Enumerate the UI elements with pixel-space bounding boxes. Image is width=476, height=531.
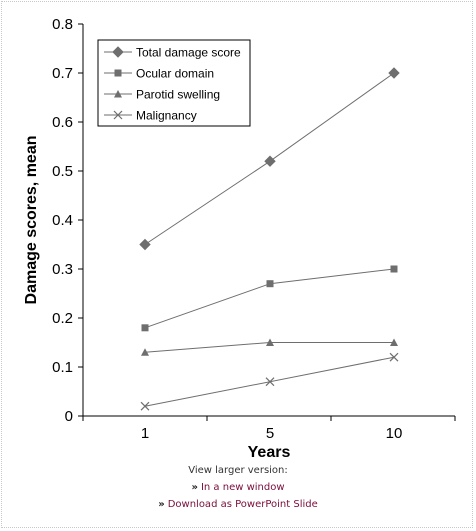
legend-marker (113, 110, 123, 120)
y-axis-label: Damage scores, mean (23, 136, 40, 305)
data-point (265, 377, 275, 387)
x-tick-label: 10 (386, 425, 403, 442)
y-tick-label: 0.2 (52, 310, 73, 327)
legend-label: Total damage score (136, 46, 241, 60)
legend-label: Ocular domain (136, 67, 214, 81)
y-tick-label: 0.3 (52, 261, 73, 278)
legend: Total damage score Ocular domain Parotid s… (97, 39, 251, 127)
series-line-1 (144, 268, 395, 329)
open-new-window-link[interactable]: In a new window (200, 482, 285, 493)
y-tick-labels: 0 0.1 0.2 0.3 0.4 0.5 0.6 0.7 0.8 (52, 16, 83, 425)
data-point (141, 324, 149, 332)
legend-marker (114, 69, 122, 77)
figure-links: View larger version: » In a new window » D… (0, 462, 476, 513)
data-point (140, 401, 150, 411)
data-point (388, 67, 400, 79)
data-point (390, 338, 398, 346)
x-tick-label: 1 (141, 425, 149, 442)
y-tick-label: 0.4 (52, 212, 73, 229)
y-tick-label: 0.7 (52, 65, 73, 82)
x-axis-label: Years (248, 444, 291, 460)
view-larger-caption: View larger version: (188, 465, 288, 476)
y-tick-label: 0.1 (52, 359, 73, 376)
legend-marker (112, 46, 124, 58)
data-point (389, 352, 399, 362)
y-tick-label: 0.8 (52, 16, 73, 33)
x-tick-labels: 1 5 10 (82, 416, 456, 442)
legend-box (97, 39, 251, 127)
series-markers (139, 67, 400, 411)
data-point (139, 238, 151, 251)
data-point (266, 338, 274, 346)
legend-label: Malignancy (136, 109, 197, 123)
y-tick-label: 0.6 (52, 114, 73, 131)
y-tick-label: 0 (65, 408, 73, 425)
legend-marker (114, 90, 122, 98)
x-tick-label: 5 (266, 425, 274, 442)
chevron-icon: » (158, 499, 165, 510)
data-point (264, 155, 276, 167)
download-ppt-link[interactable]: Download as PowerPoint Slide (167, 499, 318, 510)
data-point (266, 280, 274, 288)
legend-label: Parotid swelling (136, 88, 220, 102)
data-point (141, 348, 149, 356)
line-chart: 00.10.20.30.40.50.60.70.8 1 5 10 Total dam… (23, 16, 456, 460)
data-point (390, 265, 398, 273)
chevron-icon: » (191, 482, 198, 493)
y-tick-label: 0.5 (52, 163, 73, 180)
